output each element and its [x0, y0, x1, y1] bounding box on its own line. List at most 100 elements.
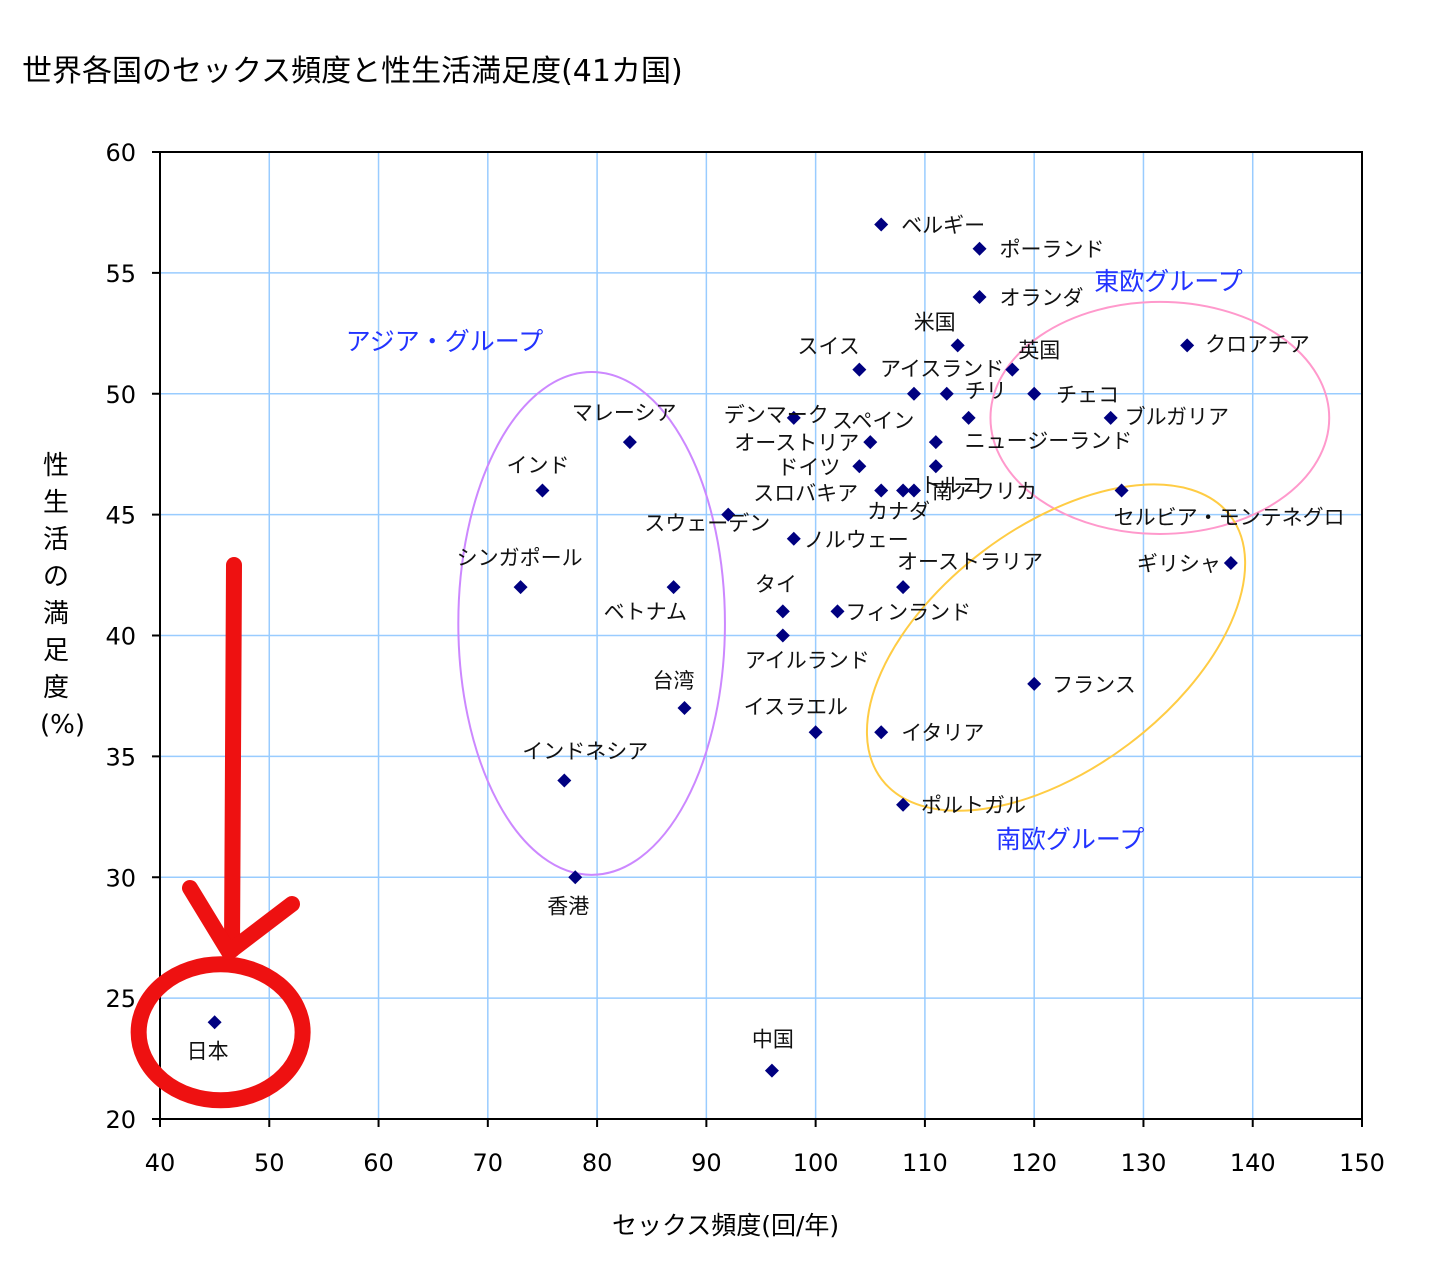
point-ニュージーランド	[961, 410, 976, 425]
point-イタリア	[874, 725, 889, 740]
point-label-オーストラリア: オーストラリア	[897, 550, 1043, 574]
point-フィンランド	[830, 604, 845, 619]
point-タイ	[775, 604, 790, 619]
point-label-ポルトガル: ポルトガル	[921, 794, 1026, 818]
point-label-イスラエル: イスラエル	[744, 695, 848, 719]
point-台湾	[677, 701, 692, 716]
x-tick-label-120: 120	[1011, 1149, 1057, 1177]
y-axis-label: 性生活の満足度(%)	[40, 451, 85, 740]
x-tick-label-110: 110	[902, 1149, 948, 1177]
point-スウェーデン	[721, 507, 736, 522]
x-tick-label-50: 50	[254, 1149, 285, 1177]
point-香港	[568, 870, 583, 885]
point-label-スロバキア: スロバキア	[753, 481, 858, 505]
point-日本	[207, 1015, 222, 1030]
point-label-アイスランド: アイスランド	[880, 357, 1004, 381]
point-label-インドネシア: インドネシア	[522, 740, 648, 764]
point-ベルギー	[874, 217, 889, 232]
highlight-circle	[130, 956, 311, 1109]
point-label-ブルガリア: ブルガリア	[1125, 405, 1229, 429]
x-tick-label-90: 90	[691, 1149, 722, 1177]
point-label-スペイン: スペイン	[832, 409, 915, 433]
group-ellipse-南欧グループ	[865, 483, 1247, 812]
point-label-トルコ: トルコ	[920, 473, 983, 497]
point-シンガポール	[513, 580, 528, 595]
point-label-カナダ: カナダ	[867, 499, 930, 523]
point-label-オランダ: オランダ	[1000, 286, 1084, 310]
point-label-セルビア・モンテネグロ: セルビア・モンテネグロ	[1114, 505, 1345, 529]
point-オーストラリア	[896, 580, 911, 595]
point-label-クロアチア: クロアチア	[1205, 332, 1310, 356]
y-tick-label-30: 30	[105, 864, 136, 892]
point-label-スウェーデン: スウェーデン	[644, 512, 770, 536]
point-label-インド: インド	[506, 453, 569, 477]
point-label-ベトナム: ベトナム	[604, 600, 687, 624]
point-ノルウェー	[786, 531, 801, 546]
point-南アフリカ	[906, 483, 921, 498]
point-label-台湾: 台湾	[653, 669, 695, 693]
point-label-ノルウェー: ノルウェー	[804, 528, 909, 552]
x-tick-label-70: 70	[473, 1149, 504, 1177]
group-label-東欧グループ: 東欧グループ	[1094, 267, 1243, 296]
point-label-南アフリカ: 南アフリカ	[932, 479, 1037, 503]
y-tick-label-45: 45	[105, 502, 136, 530]
point-デンマーク	[786, 410, 801, 425]
x-tick-label-130: 130	[1121, 1149, 1167, 1177]
point-label-ギリシャ: ギリシャ	[1137, 552, 1221, 576]
point-アイルランド	[775, 628, 790, 643]
point-イスラエル	[808, 725, 823, 740]
point-label-米国: 米国	[914, 310, 956, 334]
y-tick-label-35: 35	[105, 743, 136, 771]
point-インド	[535, 483, 550, 498]
grid-lines	[160, 152, 1362, 1119]
point-label-英国: 英国	[1018, 339, 1060, 363]
point-スペイン	[928, 435, 943, 450]
point-label-スイス: スイス	[797, 335, 859, 359]
x-axis-label: セックス頻度(回/年)	[612, 1211, 840, 1240]
point-クロアチア	[1180, 338, 1195, 353]
point-label-ニュージーランド: ニュージーランド	[965, 429, 1133, 453]
point-label-中国: 中国	[752, 1028, 794, 1052]
point-label-ポーランド: ポーランド	[1000, 238, 1105, 262]
y-tick-label-20: 20	[105, 1106, 136, 1134]
point-label-日本: 日本	[187, 1039, 229, 1063]
group-label-南欧グループ: 南欧グループ	[996, 825, 1145, 854]
point-米国	[950, 338, 965, 353]
point-ポルトガル	[896, 797, 911, 812]
japan-highlight	[130, 557, 311, 1109]
highlight-arrow-shaft	[224, 557, 242, 958]
group-ellipse-アジア・グループ	[457, 370, 726, 876]
x-tick-label-150: 150	[1339, 1149, 1385, 1177]
point-マレーシア	[622, 435, 637, 450]
point-トルコ	[928, 459, 943, 474]
point-label-チリ: チリ	[965, 379, 1007, 403]
chart-title: 世界各国のセックス頻度と性生活満足度(41カ国)	[22, 54, 683, 89]
point-label-フィンランド: フィンランド	[845, 600, 971, 624]
group-label-アジア・グループ: アジア・グループ	[346, 327, 544, 356]
point-スイス	[852, 362, 867, 377]
y-tick-label-25: 25	[105, 985, 136, 1013]
point-オランダ	[972, 290, 987, 305]
point-label-香港: 香港	[547, 894, 589, 918]
group-ellipse-東欧グループ	[989, 300, 1331, 535]
point-label-オーストリア: オーストリア	[734, 431, 859, 455]
point-中国	[764, 1063, 779, 1078]
y-tick-label-50: 50	[105, 381, 136, 409]
point-セルビア・モンテネグロ	[1114, 483, 1129, 498]
y-tick-label-55: 55	[105, 260, 136, 288]
point-ギリシャ	[1223, 555, 1238, 570]
data-points	[207, 217, 1238, 1078]
point-オーストリア	[863, 435, 878, 450]
x-tick-label-60: 60	[363, 1149, 394, 1177]
highlight-arrow-head	[182, 880, 300, 960]
point-ベトナム	[666, 580, 681, 595]
x-tick-label-40: 40	[145, 1149, 176, 1177]
point-ブルガリア	[1103, 410, 1118, 425]
point-スロバキア	[874, 483, 889, 498]
point-英国	[1005, 362, 1020, 377]
point-インドネシア	[557, 773, 572, 788]
point-label-タイ: タイ	[755, 572, 797, 596]
point-カナダ	[896, 483, 911, 498]
axis-ticks: 40 50 60 70 80 90 100 110 120 130 140 150 20 25 30 35 40…	[105, 139, 1384, 1177]
